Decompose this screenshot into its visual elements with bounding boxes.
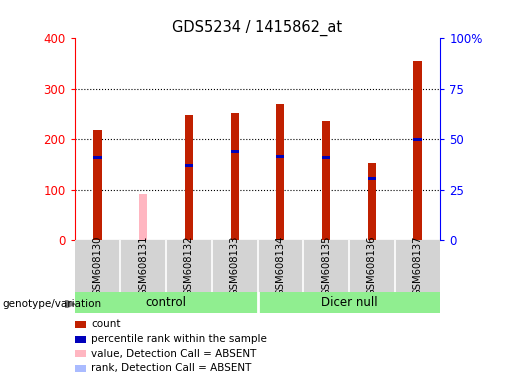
Text: value, Detection Call = ABSENT: value, Detection Call = ABSENT (91, 349, 256, 359)
Bar (93, 130, 101, 240)
Title: GDS5234 / 1415862_at: GDS5234 / 1415862_at (173, 20, 342, 36)
Bar (185, 115, 193, 240)
Bar (414, 138, 422, 141)
Text: control: control (146, 296, 186, 309)
Text: rank, Detection Call = ABSENT: rank, Detection Call = ABSENT (91, 363, 251, 373)
Text: Dicer null: Dicer null (321, 296, 377, 309)
Text: count: count (91, 319, 121, 329)
Bar (322, 156, 330, 159)
Bar (75, 292, 258, 313)
Bar (368, 163, 376, 240)
Bar (276, 104, 284, 240)
Bar (93, 156, 101, 159)
Text: GSM608133: GSM608133 (230, 236, 239, 296)
Text: genotype/variation: genotype/variation (3, 299, 101, 309)
Bar (322, 121, 330, 240)
Bar (231, 113, 239, 240)
Text: GSM608135: GSM608135 (321, 236, 331, 296)
Polygon shape (65, 300, 75, 308)
Bar (185, 164, 193, 167)
Text: GSM608136: GSM608136 (367, 236, 377, 296)
Bar (414, 61, 422, 240)
Text: GSM608134: GSM608134 (276, 236, 285, 296)
Bar (276, 155, 284, 158)
Text: GSM608132: GSM608132 (184, 236, 194, 296)
Bar (368, 177, 376, 180)
Text: GSM608137: GSM608137 (413, 236, 422, 296)
Text: percentile rank within the sample: percentile rank within the sample (91, 334, 267, 344)
Text: GSM608130: GSM608130 (93, 236, 102, 296)
Bar (258, 292, 440, 313)
Bar (139, 194, 147, 240)
Bar (231, 150, 239, 153)
Text: GSM608131: GSM608131 (138, 236, 148, 296)
